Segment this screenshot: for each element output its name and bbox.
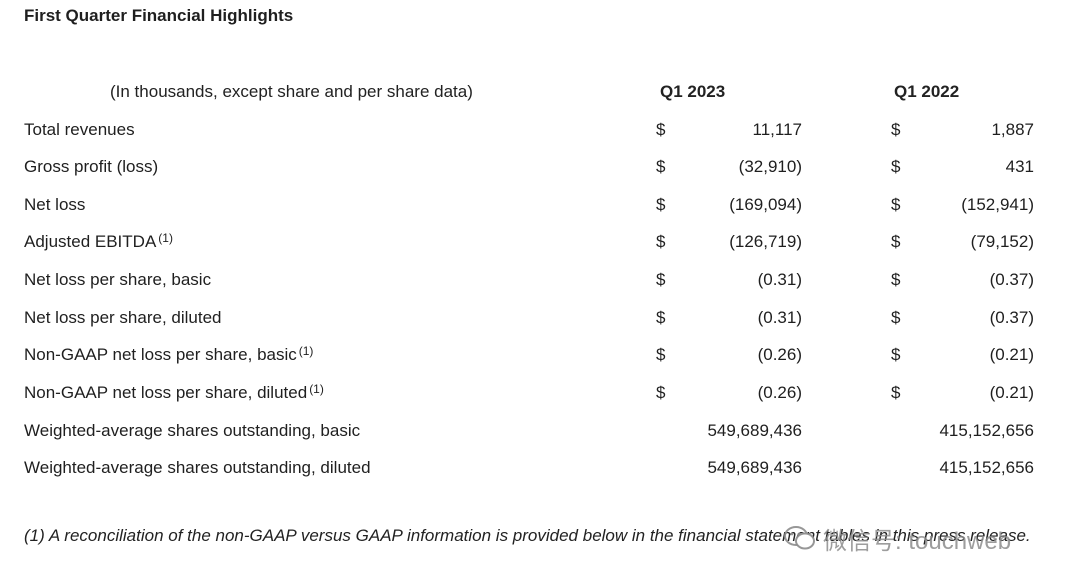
value-q1-2022: 415,152,656 (939, 421, 1034, 440)
table-row: Total revenues $11,117 $1,887 (0, 120, 1080, 150)
row-label-text: Net loss per share, diluted (24, 308, 222, 327)
currency-symbol-q1-2022: $ (891, 120, 901, 139)
table-row: Net loss per share, basic $ (0.31) $ (0.37) (0, 270, 1080, 300)
value-q1-2022: (0.37) (989, 270, 1034, 289)
currency-symbol-q1-2022: $ (891, 232, 901, 251)
watermark-text: 微信号: touchweb (823, 527, 1012, 555)
row-label: Net loss per share, basic (24, 270, 211, 290)
table-row: Net loss per share, diluted $ (0.31) $ (0.37… (0, 308, 1080, 338)
table-row: Non-GAAP net loss per share, basic (1) $ (0… (0, 344, 1080, 375)
watermark: 微信号: touchweb (783, 523, 1012, 555)
value-q1-2023: (0.31) (757, 270, 802, 289)
row-label-text: Net loss per share, basic (24, 270, 212, 289)
value-q1-2022: (79,152) (970, 232, 1034, 251)
value-q1-2023: 549,689,436 (707, 421, 802, 440)
table-row: Weighted-average shares outstanding, dil… (0, 458, 1080, 488)
value-q1-2022: (152,941) (961, 195, 1034, 214)
footnote: (1) A reconciliation of the non-GAAP ver… (24, 526, 1031, 545)
value-q1-2022: 1,887 (991, 120, 1034, 139)
row-label: Weighted-average shares outstanding, dil… (24, 458, 371, 478)
footnote-marker: (1) (298, 344, 314, 358)
currency-symbol-q1-2023: $ (656, 308, 666, 327)
currency-symbol-q1-2022: $ (891, 308, 901, 327)
row-label-text: Total revenues (24, 120, 135, 139)
footnote-marker: (1) (158, 231, 173, 245)
table-row: Non-GAAP net loss per share, diluted (1) $… (0, 382, 1080, 413)
value-q1-2022: (0.21) (989, 383, 1034, 402)
value-q1-2023: (0.31) (757, 308, 802, 327)
row-label: Net loss per share, diluted (24, 308, 222, 328)
wechat-icon (784, 526, 815, 550)
currency-symbol-q1-2023: $ (656, 232, 666, 251)
row-label-text: Weighted-average shares outstanding, bas… (24, 421, 361, 440)
row-label-text: Weighted-average shares outstanding, dil… (24, 458, 371, 477)
row-label: Weighted-average shares outstanding, bas… (24, 421, 360, 441)
table-row: Net loss $ (169,094) $ (152,941) (0, 195, 1080, 225)
value-q1-2022: 415,152,656 (939, 458, 1034, 477)
value-q1-2023: (126,719) (729, 232, 802, 251)
row-label-text: Adjusted EBITDA (24, 232, 157, 251)
row-label: Total revenues (24, 120, 135, 140)
value-q1-2023: 549,689,436 (707, 458, 802, 477)
page-title: First Quarter Financial Highlights (24, 6, 294, 25)
column-header-q1-2023: Q1 2023 (660, 82, 726, 101)
currency-symbol-q1-2022: $ (891, 195, 901, 214)
value-q1-2022: 431 (1005, 157, 1034, 176)
currency-symbol-q1-2023: $ (656, 120, 666, 139)
row-label: Gross profit (loss) (24, 157, 158, 177)
currency-symbol-q1-2022: $ (891, 157, 901, 176)
value-q1-2023: (169,094) (729, 195, 802, 214)
currency-symbol-q1-2023: $ (656, 383, 666, 402)
currency-symbol-q1-2022: $ (891, 270, 901, 289)
value-q1-2022: (0.37) (989, 308, 1034, 327)
row-label: Non-GAAP net loss per share, diluted (1) (24, 382, 324, 403)
row-label-text: Non-GAAP net loss per share, basic (24, 345, 297, 364)
row-label: Non-GAAP net loss per share, basic (1) (24, 344, 314, 365)
value-q1-2023: 11,117 (752, 120, 802, 139)
row-label: Adjusted EBITDA (1) (24, 231, 173, 252)
value-q1-2022: (0.21) (989, 345, 1034, 364)
row-label: Net loss (24, 195, 85, 215)
table-row: Gross profit (loss) $ (32,910) $431 (0, 157, 1080, 187)
row-label-text: Non-GAAP net loss per share, diluted (24, 383, 308, 402)
currency-symbol-q1-2023: $ (656, 157, 666, 176)
table-header-description: (In thousands, except share and per shar… (110, 82, 473, 101)
value-q1-2023: (32,910) (738, 157, 802, 176)
footnote-marker: (1) (309, 382, 324, 396)
table-row: Adjusted EBITDA (1) $ (126,719) $ (79,152) (0, 231, 1080, 262)
currency-symbol-q1-2022: $ (891, 383, 901, 402)
currency-symbol-q1-2023: $ (656, 270, 666, 289)
currency-symbol-q1-2023: $ (656, 345, 666, 364)
currency-symbol-q1-2022: $ (891, 345, 901, 364)
row-label-text: Gross profit (loss) (24, 157, 159, 176)
row-label-text: Net loss (24, 195, 86, 214)
value-q1-2023: (0.26) (757, 383, 802, 402)
table-row: Weighted-average shares outstanding, bas… (0, 421, 1080, 451)
column-header-q1-2022: Q1 2022 (894, 82, 960, 101)
value-q1-2023: (0.26) (757, 345, 802, 364)
currency-symbol-q1-2023: $ (656, 195, 666, 214)
